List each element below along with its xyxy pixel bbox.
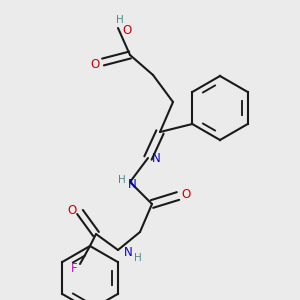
Text: O: O: [182, 188, 190, 200]
Text: O: O: [90, 58, 100, 70]
Text: F: F: [71, 262, 77, 275]
Text: H: H: [116, 15, 124, 25]
Text: N: N: [152, 152, 160, 164]
Text: N: N: [128, 178, 136, 190]
Text: H: H: [134, 253, 142, 263]
Text: H: H: [118, 175, 126, 185]
Text: N: N: [124, 245, 132, 259]
Text: O: O: [68, 203, 76, 217]
Text: O: O: [122, 23, 132, 37]
